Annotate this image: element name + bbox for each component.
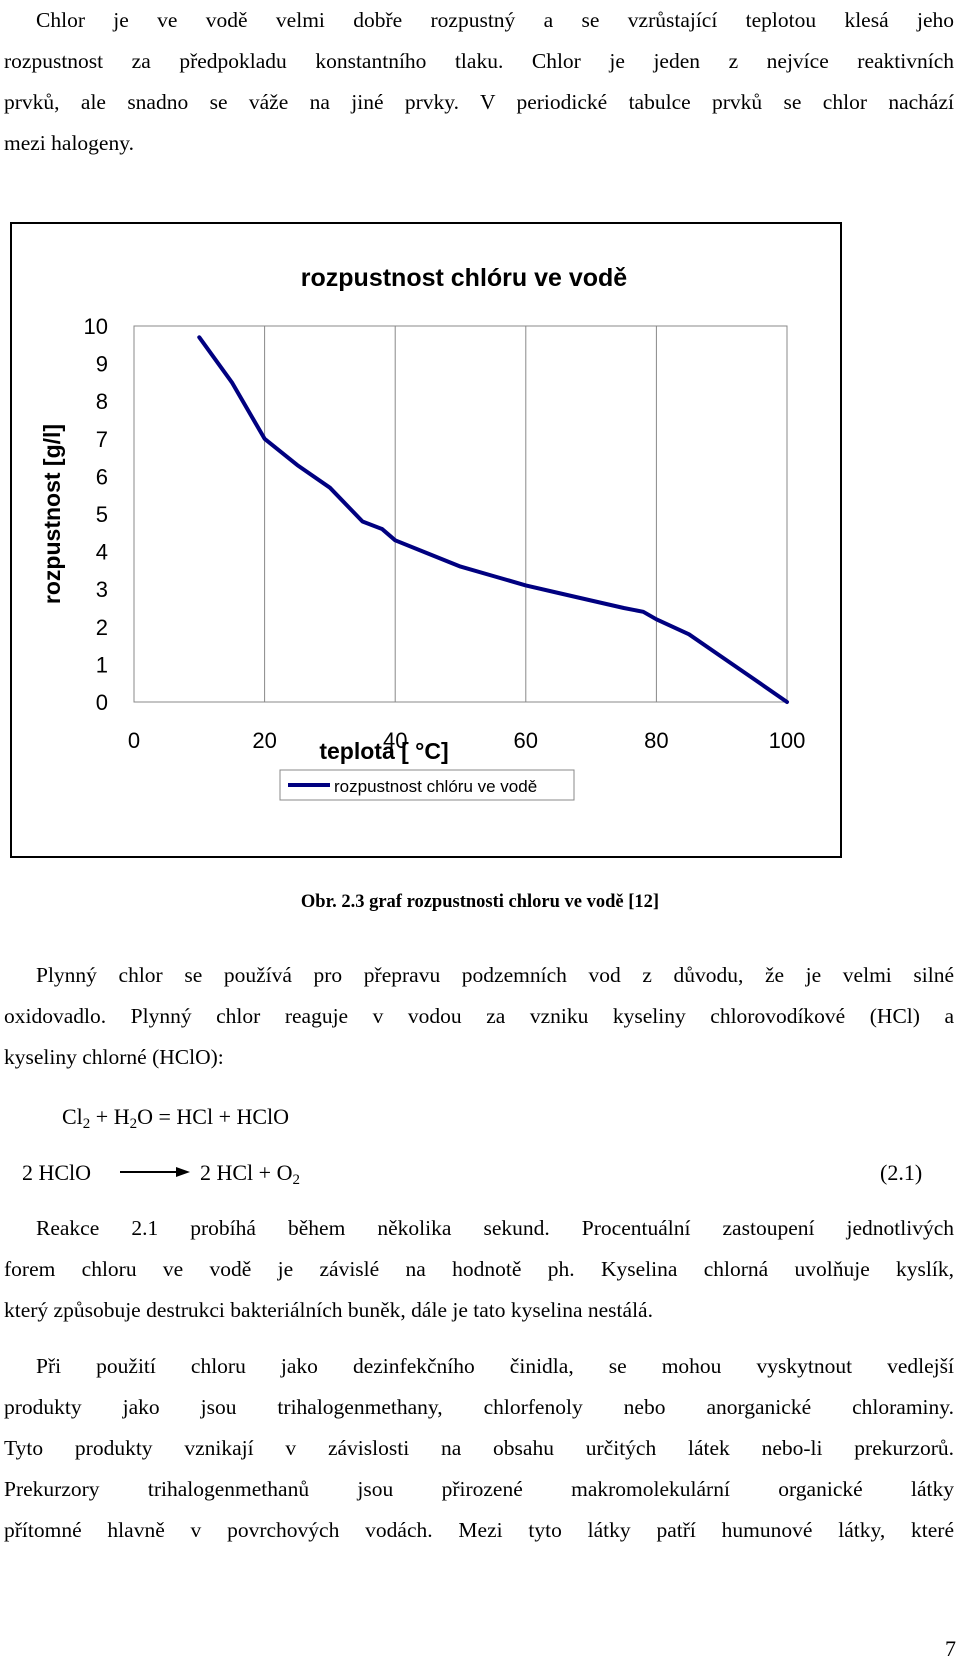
text-line: prvků, ale snadno se váže na jiné prvky.… bbox=[4, 90, 954, 114]
plot-area bbox=[133, 325, 788, 703]
y-tick-label: 9 bbox=[96, 352, 108, 377]
page-number: 7 bbox=[945, 1636, 956, 1661]
y-tick-label: 8 bbox=[96, 389, 108, 414]
paragraph-chlorine-use: Plynný chlor se používá pro přepravu pod… bbox=[4, 955, 954, 1078]
reaction-arrow-icon bbox=[120, 1167, 190, 1177]
legend-box bbox=[279, 769, 575, 801]
text-line: mezi halogeny. bbox=[4, 131, 134, 155]
y-tick-label: 10 bbox=[84, 314, 108, 339]
y-tick-label: 5 bbox=[96, 502, 108, 527]
x-axis-label: teplota [ °C] bbox=[319, 738, 448, 764]
text-line: Při použití chloru jako dezinfekčního či… bbox=[36, 1354, 954, 1378]
x-tick-label: 60 bbox=[514, 728, 538, 753]
text-line: Prekurzory trihalogenmethanů jsou přiroz… bbox=[4, 1477, 954, 1501]
legend-label: rozpustnost chlóru ve vodě bbox=[334, 777, 537, 796]
chart-title: rozpustnost chlóru ve vodě bbox=[301, 264, 628, 292]
text-line: Plynný chlor se používá pro přepravu pod… bbox=[36, 963, 954, 987]
y-tick-label: 2 bbox=[96, 615, 108, 640]
equation-decomposition-right: 2 HCl + O2 bbox=[200, 1160, 300, 1188]
x-tick-label: 80 bbox=[644, 728, 668, 753]
series-line bbox=[197, 335, 789, 704]
y-tick-label: 7 bbox=[96, 427, 108, 452]
equation-hydrolysis: Cl2 + H2O = HCl + HClO bbox=[62, 1104, 290, 1132]
text-line: kyseliny chlorné (HClO): bbox=[4, 1045, 224, 1069]
chart-frame: rozpustnost chlóru ve vodě 0 1 2 3 4 5 6 7 8 9 10 0 2… bbox=[10, 222, 842, 858]
text-line: oxidovadlo. Plynný chlor reaguje v vodou… bbox=[4, 1004, 954, 1028]
x-tick-label: 0 bbox=[128, 728, 140, 753]
y-tick-label: 3 bbox=[96, 577, 108, 602]
x-tick-label: 40 bbox=[383, 728, 407, 753]
paragraph-reaction: Reakce 2.1 probíhá během několika sekund… bbox=[4, 1208, 954, 1331]
text-line: produkty jako jsou trihalogenmethany, ch… bbox=[4, 1395, 954, 1419]
equation-decomposition-left: 2 HClO bbox=[22, 1160, 92, 1185]
text-line: rozpustnost za předpokladu konstantního … bbox=[4, 49, 954, 73]
y-axis-label: rozpustnost [g/l] bbox=[39, 424, 65, 604]
text-line: přítomné hlavně v povrchových vodách. Me… bbox=[4, 1518, 954, 1542]
figure-caption: Obr. 2.3 graf rozpustnosti chloru ve vod… bbox=[300, 892, 660, 912]
text-line: Tyto produkty vznikají v závislosti na o… bbox=[4, 1436, 954, 1460]
text-line: který způsobuje destrukci bakteriálních … bbox=[4, 1298, 653, 1322]
y-tick-label: 4 bbox=[96, 540, 108, 565]
text-line: forem chloru ve vodě je závislé na hodno… bbox=[4, 1257, 954, 1281]
text-line: Reakce 2.1 probíhá během několika sekund… bbox=[36, 1216, 954, 1240]
paragraph-byproducts: Při použití chloru jako dezinfekčního či… bbox=[4, 1346, 954, 1551]
y-tick-label: 6 bbox=[96, 464, 108, 489]
x-tick-label: 20 bbox=[252, 728, 276, 753]
y-tick-label: 0 bbox=[96, 690, 108, 715]
y-tick-label: 1 bbox=[96, 652, 108, 677]
equation-number: (2.1) bbox=[880, 1160, 923, 1185]
intro-paragraph: Chlor je ve vodě velmi dobře rozpustný a… bbox=[4, 0, 954, 164]
text-line: Chlor je ve vodě velmi dobře rozpustný a… bbox=[36, 8, 954, 32]
x-tick-label: 100 bbox=[769, 728, 806, 753]
